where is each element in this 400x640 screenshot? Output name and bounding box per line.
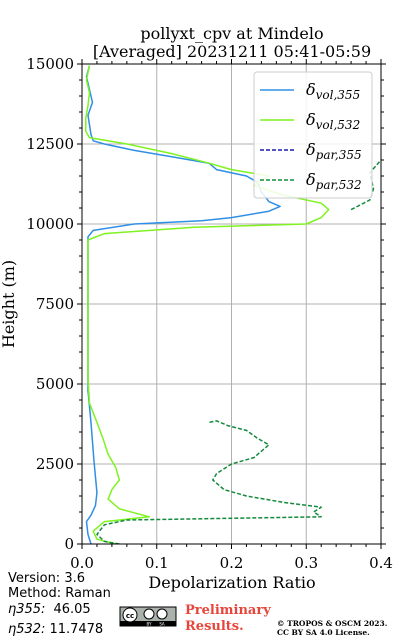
svg-text:BY: BY [147, 622, 153, 627]
y-tick-label: 12500 [26, 135, 74, 153]
chart-title: pollyxt_cpv at Mindelo [140, 24, 323, 43]
legend-label-symbol: δ [306, 170, 316, 189]
ticks: 0.0 0.1 0.2 0.3 0.4 0 2500 5000 7500 10000 12500 15… [26, 55, 393, 572]
eta355-text: η355: 46.05 [8, 602, 91, 617]
svg-text:cc: cc [126, 612, 134, 620]
legend-label-1: δvol,532 [306, 110, 360, 132]
chart-subtitle: [Averaged] 20231211 05:41-05:59 [93, 42, 371, 61]
eta355-value: 46.05 [53, 602, 90, 617]
copyright-line1: © TROPOS & OSCM 2023. [277, 619, 387, 628]
legend-label-symbol: δ [306, 80, 316, 99]
x-tick-label: 0.4 [369, 554, 393, 572]
sa-icon [156, 608, 168, 620]
legend-box [253, 71, 373, 199]
y-axis-label: Height (m) [0, 260, 18, 348]
preliminary-text-line2: Results. [185, 619, 244, 634]
legend-label-subscript: par,532 [316, 178, 362, 192]
version-text: Version: 3.6 [8, 571, 85, 586]
x-axis-label: Depolarization Ratio [148, 573, 315, 592]
y-tick-label: 10000 [26, 215, 74, 233]
legend-label-0: δvol,355 [306, 80, 360, 102]
cc-icon [122, 607, 138, 623]
legend-label-3: δpar,532 [306, 170, 362, 192]
y-tick-label: 7500 [36, 295, 74, 313]
svg-text:SA: SA [159, 622, 165, 627]
preliminary-text-line1: Preliminary [185, 603, 271, 618]
legend-label-subscript: vol,532 [316, 118, 361, 132]
y-tick-label: 5000 [36, 375, 74, 393]
y-tick-label: 0 [64, 535, 74, 553]
x-tick-label: 0.0 [70, 554, 94, 572]
legend-label-subscript: par,355 [316, 148, 362, 162]
x-tick-label: 0.3 [294, 554, 318, 572]
legend-label-2: δpar,355 [306, 140, 362, 162]
series-layer [84, 65, 381, 544]
x-tick-label: 0.1 [145, 554, 169, 572]
copyright-line2: CC BY SA 4.0 License. [277, 628, 370, 637]
legend-label-symbol: δ [306, 110, 316, 129]
series-line-1 [84, 65, 330, 544]
legend-label-symbol: δ [306, 140, 316, 159]
y-tick-label: 15000 [26, 55, 74, 73]
by-icon [143, 608, 155, 620]
series-line-4 [350, 159, 381, 211]
eta355-label: η355: [8, 602, 45, 617]
eta532-value: 11.7478 [49, 622, 103, 637]
legend-label-subscript: vol,355 [316, 88, 361, 102]
x-tick-label: 0.2 [220, 554, 244, 572]
y-tick-label: 2500 [36, 455, 74, 473]
series-line-3 [96, 420, 322, 544]
eta532-text: η532: 11.7478 [8, 622, 103, 637]
cc-license-badge: cc BY SA [119, 606, 177, 627]
method-text: Method: Raman [8, 586, 111, 601]
eta532-label: η532: [8, 622, 45, 637]
